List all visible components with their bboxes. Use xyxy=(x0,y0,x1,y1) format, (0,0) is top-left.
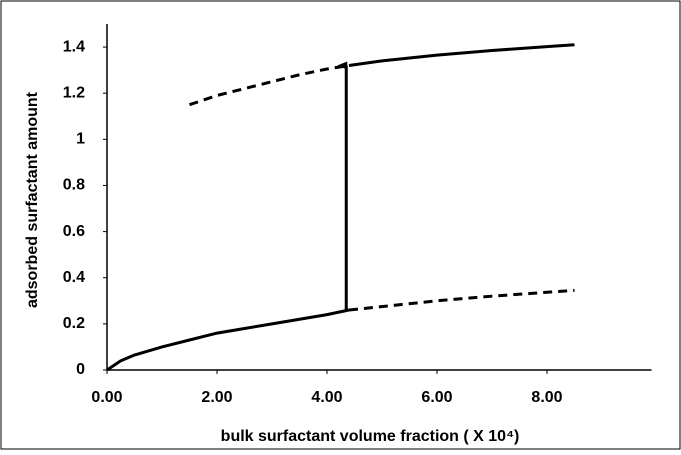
y-tick-label: 0.4 xyxy=(63,269,85,286)
y-tick-label: 0.8 xyxy=(63,177,85,194)
y-tick-label: 1.4 xyxy=(63,38,85,55)
line-series xyxy=(106,308,350,372)
line-series xyxy=(348,288,575,312)
x-tick-label: 8.00 xyxy=(531,389,562,406)
y-tick-label: 0.2 xyxy=(63,315,85,332)
y-tick-label: 1 xyxy=(76,131,85,148)
y-axis-title: adsorbed surfactant amount xyxy=(24,91,41,308)
line-series xyxy=(348,43,575,68)
x-tick-label: 6.00 xyxy=(421,389,452,406)
x-tick-label: 0.00 xyxy=(91,389,122,406)
y-tick-label: 0 xyxy=(76,361,85,378)
x-tick-label: 2.00 xyxy=(201,389,232,406)
y-tick-label: 1.2 xyxy=(63,84,85,101)
x-tick-label: 4.00 xyxy=(311,389,342,406)
y-tick-label: 0.6 xyxy=(63,223,85,240)
line-series xyxy=(189,64,350,107)
x-axis-title: bulk surfactant volume fraction ( X 10⁴) xyxy=(221,428,520,445)
